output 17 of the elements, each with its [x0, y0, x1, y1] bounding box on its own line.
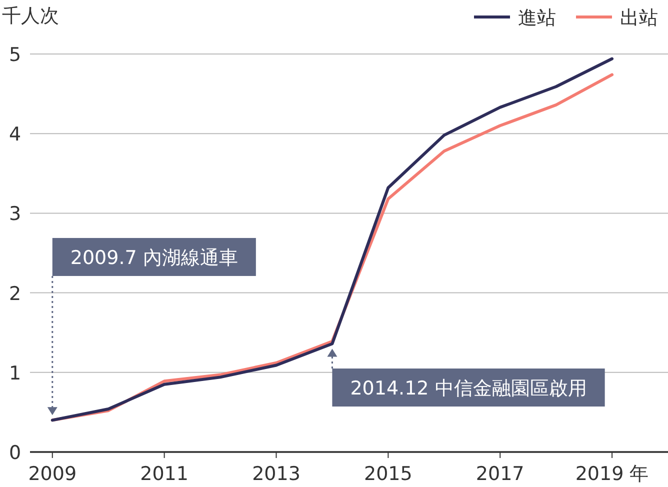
- y-tick-label: 1: [8, 362, 22, 384]
- x-tick-label: 2019 年: [575, 463, 649, 485]
- y-tick-label: 2: [8, 282, 22, 305]
- annotation: 2009.7 內湖線通車: [70, 246, 238, 269]
- y-tick-label: 4: [8, 124, 22, 146]
- y-tick-label: 5: [8, 44, 22, 66]
- x-tick-label: 2013: [252, 463, 300, 485]
- y-tick-label: 0: [8, 442, 22, 464]
- x-tick-label: 2011: [140, 463, 188, 485]
- x-tick-label: 2017: [476, 463, 524, 485]
- x-tick-label: 2009: [28, 463, 77, 485]
- y-tick-label: 3: [8, 203, 22, 226]
- annotation: 2014.12 中信金融園區啟用: [350, 378, 587, 400]
- y-axis-title: 千人次: [2, 5, 59, 27]
- legend-label: 出站: [620, 7, 658, 29]
- x-tick-label: 2015: [364, 463, 412, 485]
- legend-label: 進站: [518, 7, 556, 29]
